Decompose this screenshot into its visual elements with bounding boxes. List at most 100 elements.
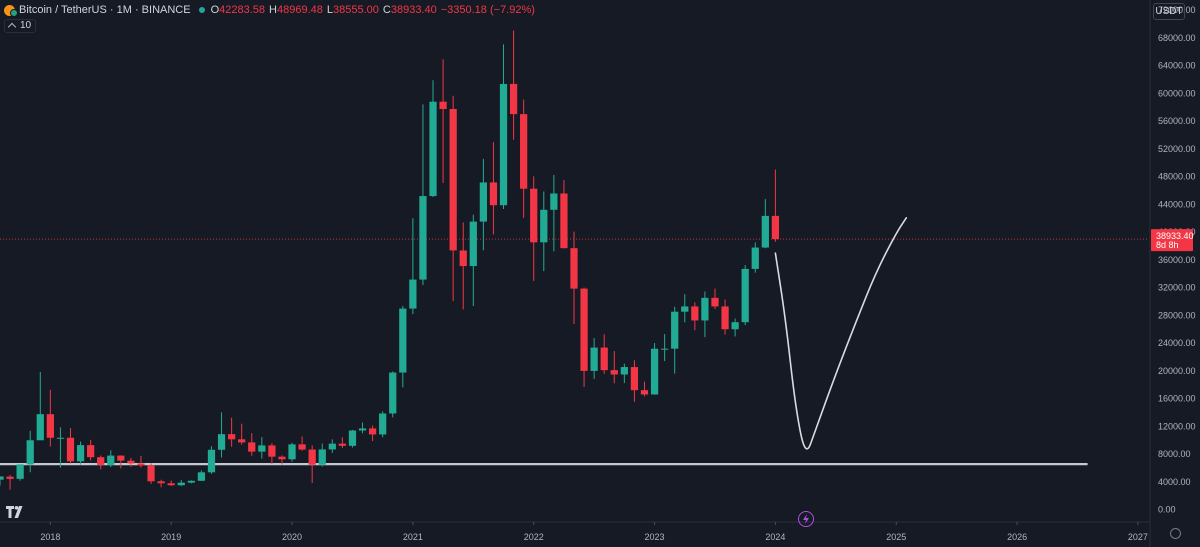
currency-button[interactable]: USDT bbox=[1153, 3, 1185, 20]
candle-body bbox=[46, 414, 54, 438]
x-tick-label: 2018 bbox=[40, 532, 60, 542]
candle-body bbox=[318, 449, 326, 465]
y-tick-label: 64000.00 bbox=[1158, 61, 1196, 71]
candle-body bbox=[449, 108, 457, 251]
symbol-title[interactable]: Bitcoin / TetherUS · 1M · BINANCE bbox=[19, 4, 191, 16]
candle-body bbox=[76, 445, 85, 462]
settings-icon[interactable] bbox=[1170, 528, 1181, 539]
candle-body bbox=[429, 101, 437, 197]
freehand-drawing bbox=[774, 217, 908, 450]
candle-body bbox=[630, 367, 639, 391]
candle-body bbox=[368, 428, 377, 435]
y-tick-label: 36000.00 bbox=[1158, 255, 1196, 265]
candle-body bbox=[36, 414, 44, 441]
candle-body bbox=[771, 215, 780, 240]
candle-body bbox=[348, 430, 357, 446]
candle-body bbox=[530, 188, 538, 243]
candle-body bbox=[16, 464, 24, 479]
candle-body bbox=[157, 481, 165, 484]
candle-body bbox=[520, 114, 528, 189]
candle-body bbox=[721, 306, 729, 330]
y-tick-label: 4000.00 bbox=[1158, 477, 1191, 487]
candle-body bbox=[701, 297, 709, 321]
candle-body bbox=[469, 221, 477, 267]
candle-body bbox=[248, 442, 256, 452]
candle-body bbox=[26, 440, 34, 465]
candle-body bbox=[409, 279, 417, 309]
y-tick-label: 16000.00 bbox=[1158, 394, 1196, 404]
y-tick-label: 12000.00 bbox=[1158, 421, 1196, 431]
y-tick-label: 44000.00 bbox=[1158, 199, 1196, 209]
candle-body bbox=[479, 182, 487, 222]
candle-body bbox=[107, 455, 115, 465]
candle-body bbox=[741, 268, 749, 323]
indicator-toggle[interactable]: 10 bbox=[4, 19, 37, 33]
candle-body bbox=[439, 101, 447, 109]
indicator-toggle-label: 10 bbox=[20, 20, 32, 31]
candle-body bbox=[419, 196, 427, 280]
price-badge-value: 38933.40 bbox=[1156, 231, 1194, 241]
candle-body bbox=[177, 482, 185, 486]
candle-body bbox=[560, 193, 568, 249]
y-tick-label: 24000.00 bbox=[1158, 338, 1196, 348]
y-tick-label: 8000.00 bbox=[1158, 449, 1191, 459]
candle-body bbox=[610, 370, 618, 375]
x-tick-label: 2023 bbox=[645, 532, 665, 542]
candle-body bbox=[389, 372, 397, 414]
candle-body bbox=[399, 308, 407, 373]
candle-body bbox=[66, 437, 75, 462]
candle-body bbox=[550, 193, 558, 210]
x-tick-label: 2025 bbox=[886, 532, 906, 542]
candle-body bbox=[268, 445, 276, 457]
candle-body bbox=[661, 348, 669, 350]
candle-body bbox=[590, 347, 598, 371]
candle-body bbox=[298, 444, 306, 450]
candle-body bbox=[358, 428, 367, 431]
y-tick-label: 0.00 bbox=[1158, 505, 1176, 515]
candle-body bbox=[227, 434, 236, 440]
candle-body bbox=[509, 83, 518, 115]
candle-body bbox=[56, 437, 65, 439]
candle-body bbox=[681, 306, 689, 312]
y-tick-label: 72000.00 bbox=[1158, 5, 1196, 15]
candle-body bbox=[600, 347, 608, 371]
candle-body bbox=[217, 434, 226, 450]
candle-body bbox=[731, 322, 739, 330]
candle-body bbox=[167, 483, 175, 486]
candle-body bbox=[640, 390, 649, 395]
candle-body bbox=[328, 443, 336, 450]
candle-body bbox=[338, 443, 347, 446]
candle-body bbox=[540, 209, 548, 243]
candle-body bbox=[671, 311, 679, 349]
market-status-dot-icon bbox=[198, 7, 205, 13]
candle-body bbox=[650, 348, 659, 395]
candle-body bbox=[288, 444, 296, 460]
candle-body bbox=[580, 288, 588, 371]
candle-body bbox=[278, 456, 286, 460]
candle-body bbox=[6, 476, 14, 479]
candle-body bbox=[0, 476, 4, 480]
candle-body bbox=[308, 449, 316, 465]
change-value: −3350.18 (−7.92%) bbox=[440, 4, 535, 16]
flash-icon[interactable] bbox=[798, 511, 814, 527]
tradingview-logo-icon[interactable] bbox=[6, 506, 26, 518]
x-tick-label: 2024 bbox=[765, 532, 785, 542]
bitcoin-logo-icon bbox=[4, 4, 18, 17]
y-tick-label: 60000.00 bbox=[1158, 88, 1196, 98]
low-value: L38555.00 bbox=[326, 4, 379, 16]
high-value: H48969.48 bbox=[269, 4, 323, 16]
candle-body bbox=[238, 439, 246, 443]
y-tick-label: 68000.00 bbox=[1158, 33, 1196, 43]
y-tick-label: 28000.00 bbox=[1158, 310, 1196, 320]
candle-body bbox=[197, 472, 206, 481]
candle-body bbox=[137, 463, 145, 466]
close-value: C38933.40 bbox=[382, 4, 437, 16]
candle-body bbox=[751, 247, 759, 269]
candle-body bbox=[570, 248, 578, 289]
chevron-up-icon bbox=[7, 22, 17, 32]
candle-body bbox=[489, 182, 498, 206]
candle-body bbox=[459, 250, 467, 267]
candle-body bbox=[499, 83, 508, 206]
candle-body bbox=[97, 457, 105, 465]
